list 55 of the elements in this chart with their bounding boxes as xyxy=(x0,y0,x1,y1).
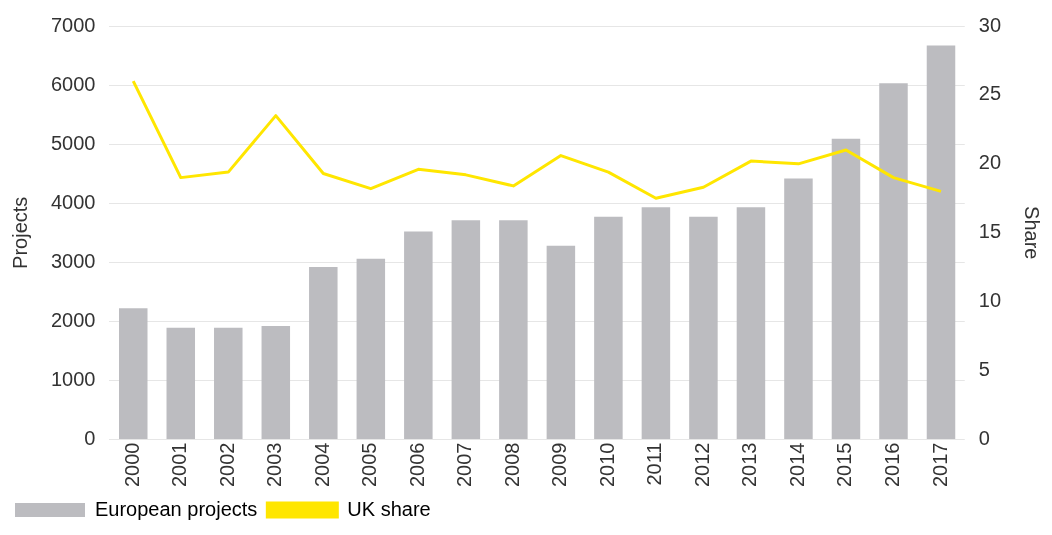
y2-tick-label: 15 xyxy=(978,220,1001,243)
bar xyxy=(594,216,623,440)
bar xyxy=(214,327,243,440)
y-tick-label: 1000 xyxy=(50,367,96,390)
legend-label: UK share xyxy=(347,497,431,520)
bar xyxy=(166,327,196,440)
bar xyxy=(641,207,671,440)
bar xyxy=(261,326,291,440)
x-tick-label: 2004 xyxy=(310,442,333,488)
bar xyxy=(879,83,908,440)
y2-tick-label: 30 xyxy=(978,13,1001,36)
legend-label: European projects xyxy=(95,497,258,520)
y-tick-label: 3000 xyxy=(50,249,96,272)
x-tick-label: 2002 xyxy=(215,442,238,488)
x-tick-label: 2001 xyxy=(168,442,191,488)
x-tick-label: 2015 xyxy=(833,442,856,488)
y2-tick-label: 10 xyxy=(978,289,1001,312)
x-tick-label: 2003 xyxy=(263,442,286,488)
bar xyxy=(309,267,338,440)
x-tick-label: 2006 xyxy=(405,442,428,488)
bar xyxy=(546,245,576,440)
bar xyxy=(499,220,528,440)
x-tick-label: 2007 xyxy=(453,442,476,488)
x-tick-label: 2008 xyxy=(500,442,523,488)
bar xyxy=(689,216,718,440)
y-tick-label: 2000 xyxy=(50,308,96,331)
y2-tick-label: 5 xyxy=(978,358,990,381)
bar xyxy=(831,138,861,440)
y2-axis-title: Share xyxy=(1021,206,1044,260)
y-axis-title: Projects xyxy=(8,196,31,269)
y-tick-label: 0 xyxy=(84,427,96,450)
x-tick-label: 2012 xyxy=(690,442,713,488)
bar xyxy=(356,258,386,440)
bar xyxy=(451,220,481,440)
bar xyxy=(736,207,766,440)
y-tick-label: 4000 xyxy=(50,190,96,213)
bar xyxy=(926,45,956,440)
x-tick-label: 2000 xyxy=(120,442,143,488)
y-tick-label: 6000 xyxy=(50,72,96,95)
bar xyxy=(784,178,813,440)
y2-tick-label: 0 xyxy=(978,427,990,450)
bar xyxy=(404,231,433,440)
y-tick-label: 5000 xyxy=(50,131,96,154)
bar xyxy=(119,308,148,440)
y2-tick-label: 20 xyxy=(978,151,1001,174)
x-tick-label: 2009 xyxy=(548,442,571,488)
y2-tick-label: 25 xyxy=(978,82,1001,105)
x-tick-label: 2016 xyxy=(881,442,903,488)
y-tick-label: 7000 xyxy=(50,13,96,36)
x-tick-label: 2005 xyxy=(358,442,381,488)
x-tick-label: 2011 xyxy=(643,442,666,486)
x-tick-label: 2014 xyxy=(785,442,808,488)
x-tick-label: 2010 xyxy=(595,442,618,488)
x-tick-label: 2013 xyxy=(738,442,761,488)
x-tick-label: 2017 xyxy=(928,442,951,488)
